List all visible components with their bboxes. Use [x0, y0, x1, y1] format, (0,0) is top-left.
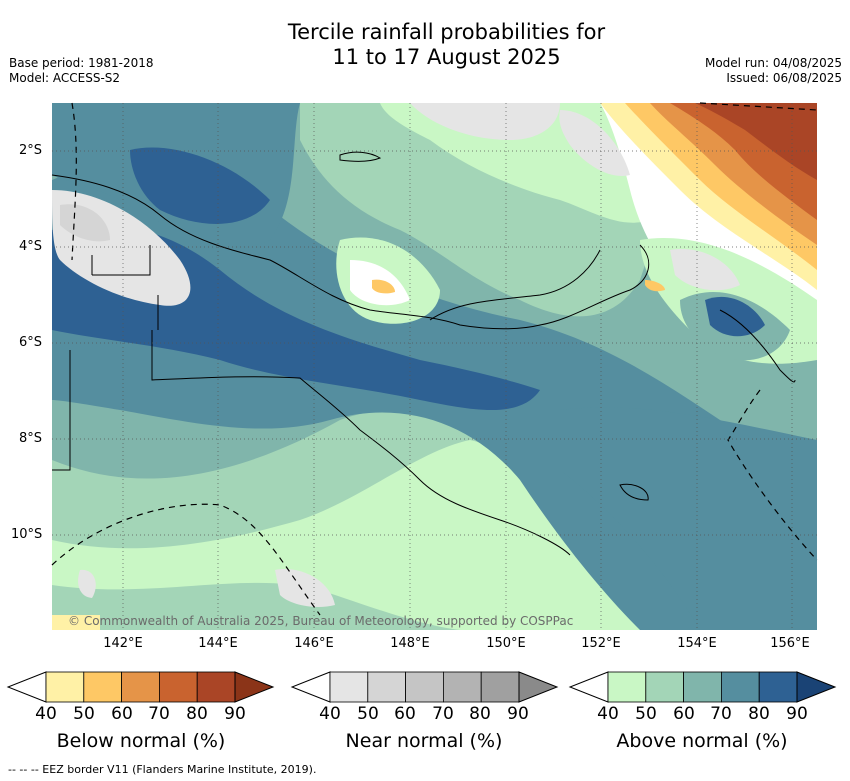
lat-label-4s: 4°S	[19, 239, 43, 254]
lon-label-148e: 148°E	[390, 636, 430, 651]
legend-above-tick: 60	[673, 704, 695, 724]
band-70-south-east	[560, 407, 817, 630]
island-north	[339, 151, 382, 162]
legend-colorbars	[6, 671, 837, 703]
legend-above-tick: 70	[710, 704, 732, 724]
near-normal-south-west	[78, 569, 96, 598]
legend-below-swatch	[121, 671, 160, 703]
legend-below-upper-extension	[234, 671, 275, 703]
below-normal-patch-central	[372, 279, 395, 294]
lon-label-150e: 150°E	[486, 636, 526, 651]
legend-near-swatch	[367, 671, 406, 703]
band-80-north-west	[130, 147, 270, 224]
near-normal-north-east	[559, 110, 630, 176]
near-normal-south	[275, 569, 335, 607]
legend-below-title: Below normal (%)	[56, 730, 226, 752]
legend-near-title: Near normal (%)	[345, 730, 503, 752]
lat-label-8s: 8°S	[19, 431, 43, 446]
eez-borders	[51, 102, 818, 616]
lon-label-146e: 146°E	[294, 636, 334, 651]
near-normal-west-inner	[60, 204, 110, 242]
legend-near-swatch	[329, 671, 369, 703]
eez-north-east	[699, 102, 818, 111]
legend-below-tick: 90	[224, 704, 246, 724]
base-period: Base period: 1981-2018	[9, 56, 154, 70]
eez-border-note: -- -- -- EEZ border V11 (Flanders Marine…	[8, 763, 317, 776]
new-britain-coast	[429, 249, 601, 321]
legend-above-title: Above normal (%)	[616, 730, 788, 752]
band-40-south	[52, 440, 760, 630]
legend-near-swatch	[442, 671, 482, 703]
band-below-80	[695, 103, 817, 180]
title-line-1: Tercile rainfall probabilities for	[287, 20, 606, 44]
eez-east	[727, 389, 818, 561]
legend-below-lower-extension	[6, 671, 47, 703]
band-50-south-inner	[52, 582, 460, 630]
near-normal-north	[410, 103, 560, 140]
island-south-east	[619, 483, 649, 501]
legend-above-swatch	[683, 671, 722, 703]
eez-south	[51, 503, 321, 616]
below-normal-patch-east	[645, 280, 665, 292]
legend-below-swatch	[45, 671, 85, 703]
meta-left: Base period: 1981-2018 Model: ACCESS-S2	[9, 56, 154, 86]
probability-field	[52, 103, 817, 630]
lat-label-6s: 6°S	[19, 335, 43, 350]
legend-above-tick: 50	[635, 704, 657, 724]
model-run: Model run: 04/08/2025	[704, 56, 842, 70]
legend-near-swatch	[405, 671, 444, 703]
legend-above-tick: 80	[748, 704, 770, 724]
north-coast	[51, 174, 650, 330]
legend-near-tick: 70	[432, 704, 454, 724]
legend-near-tick: 50	[357, 704, 379, 724]
lon-label-142e: 142°E	[103, 636, 143, 651]
legend-below-swatch	[196, 671, 236, 703]
legend-above-swatch	[607, 671, 647, 703]
legend-above-lower-extension	[568, 671, 609, 703]
legend-near-lower-extension	[290, 671, 331, 703]
legend-below-tick: 50	[73, 704, 95, 724]
legend-below-tick: 60	[111, 704, 133, 724]
legend-above-tick: 40	[597, 704, 619, 724]
model-name: Model: ACCESS-S2	[9, 71, 121, 85]
lat-label-2s: 2°S	[19, 143, 43, 158]
inland-border	[91, 245, 151, 276]
legend-below-tick: 40	[35, 704, 57, 724]
coastlines	[51, 151, 796, 556]
legend-near-tick: 60	[394, 704, 416, 724]
legend-near-tick: 80	[469, 704, 491, 724]
legend-near-upper-extension	[518, 671, 559, 703]
legend-above-swatch	[758, 671, 798, 703]
issued-date: Issued: 06/08/2025	[726, 71, 842, 85]
legend-near-swatch	[480, 671, 520, 703]
legend-below-swatch	[158, 671, 198, 703]
legend-below-tick: 70	[148, 704, 170, 724]
map-title: Tercile rainfall probabilities for 11 to…	[0, 20, 850, 70]
band-80-east	[705, 296, 765, 337]
title-line-2: 11 to 17 August 2025	[332, 45, 561, 69]
lon-label-152e: 152°E	[581, 636, 621, 651]
legend-above-tick: 90	[786, 704, 808, 724]
legend-below-tick: 80	[186, 704, 208, 724]
near-normal-east	[670, 249, 740, 291]
legend-below-swatch	[83, 671, 123, 703]
lon-label-154e: 154°E	[677, 636, 717, 651]
copyright-notice: © Commonwealth of Australia 2025, Bureau…	[68, 614, 574, 628]
bougainville-coast	[719, 309, 796, 383]
meta-right: Model run: 04/08/2025 Issued: 06/08/2025	[705, 56, 842, 86]
below-normal-patch-south-west	[52, 615, 100, 630]
legend-above-upper-extension	[796, 671, 837, 703]
legend-near-tick: 40	[319, 704, 341, 724]
legend-above-swatch	[645, 671, 684, 703]
lon-label-156e: 156°E	[770, 636, 810, 651]
legend-near-tick: 90	[507, 704, 529, 724]
legend-above-swatch	[721, 671, 760, 703]
border-west	[52, 295, 159, 471]
south-coast	[151, 330, 571, 556]
lat-label-10s: 10°S	[11, 527, 43, 542]
lon-label-144e: 144°E	[198, 636, 238, 651]
eez-north-west	[71, 102, 77, 261]
